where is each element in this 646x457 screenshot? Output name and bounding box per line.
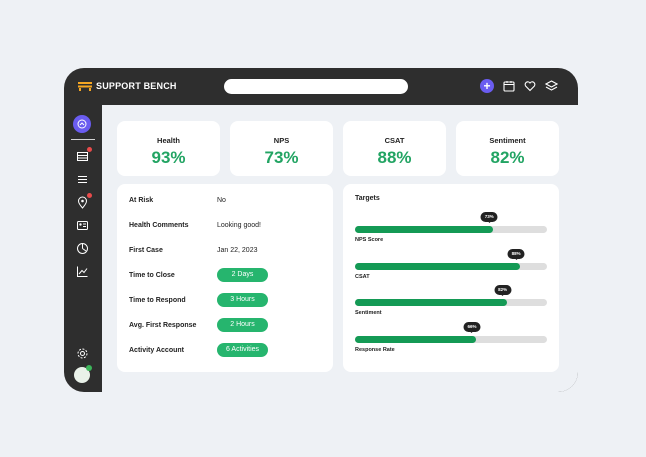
metric-value: 88% <box>377 148 412 167</box>
targets-title: Targets <box>355 195 380 202</box>
dashboard-icon[interactable] <box>76 242 90 256</box>
detail-key: Activity Account <box>129 346 184 354</box>
detail-key: Health Comments <box>129 221 189 229</box>
detail-key: At Risk <box>129 196 154 204</box>
metric-label: Health <box>157 136 180 145</box>
metric-value: 93% <box>151 148 186 167</box>
detail-key: First Case <box>129 246 163 254</box>
nps-score-label: NPS Score <box>355 237 384 243</box>
detail-row-time-to-respond: Time to Respond 3 Hours <box>129 293 329 307</box>
metric-value: 82% <box>490 148 525 167</box>
avatar[interactable] <box>74 367 90 383</box>
detail-key: Time to Close <box>129 271 175 279</box>
sidebar-divider <box>71 139 95 140</box>
heart-icon[interactable] <box>524 80 536 92</box>
detail-value: Looking good! <box>217 221 261 229</box>
list-icon[interactable] <box>76 173 90 187</box>
main-content: Health 93% NPS 73% CSAT 88% Sentiment 82… <box>102 105 578 392</box>
status-badge: 2 Hours <box>217 318 268 332</box>
sentiment-label: Sentiment <box>355 310 382 316</box>
nps-score-tooltip: 73% <box>480 212 498 223</box>
notification-badge <box>87 147 92 152</box>
nps-score-bar <box>355 226 547 233</box>
top-bar: SUPPORT BENCH + <box>64 68 578 105</box>
csat-bar-fill <box>355 263 521 270</box>
sentiment-tooltip: 82% <box>494 285 512 296</box>
sidebar <box>64 105 102 392</box>
metric-card-health: Health 93% <box>117 121 220 176</box>
metric-card-nps: NPS 73% <box>230 121 333 176</box>
detail-key: Avg. First Response <box>129 321 197 329</box>
calendar-icon[interactable] <box>503 80 515 92</box>
status-badge[interactable]: 6 Activities <box>217 343 268 357</box>
csat-tooltip: 88% <box>507 249 525 260</box>
metric-card-sentiment: Sentiment 82% <box>456 121 559 176</box>
app-window: SUPPORT BENCH + <box>64 68 578 392</box>
inbox-icon[interactable] <box>76 147 92 164</box>
detail-row-at-risk: At Risk No <box>129 194 329 206</box>
detail-value: No <box>217 196 226 204</box>
nps-score-bar-fill <box>355 226 494 233</box>
online-status-icon <box>86 365 92 371</box>
response-rate-label: Response Rate <box>355 347 395 353</box>
detail-row-avg-first-response: Avg. First Response 2 Hours <box>129 318 329 332</box>
metric-card-csat: CSAT 88% <box>343 121 446 176</box>
targets-card: Targets 73% NPS Score 88% CSAT 82% Senti… <box>343 184 559 372</box>
metric-label: Sentiment <box>489 136 526 145</box>
status-badge: 3 Hours <box>217 293 268 307</box>
detail-row-time-to-close: Time to Close 2 Days <box>129 268 329 282</box>
csat-label: CSAT <box>355 274 370 280</box>
response-rate-tooltip: 66% <box>463 322 481 333</box>
contact-card-icon[interactable] <box>76 219 90 233</box>
brand-logo[interactable]: SUPPORT BENCH <box>78 81 177 91</box>
status-badge: 2 Days <box>217 268 268 282</box>
detail-key: Time to Respond <box>129 296 186 304</box>
detail-row-activity-account: Activity Account 6 Activities <box>129 343 329 357</box>
gear-icon[interactable] <box>76 347 90 361</box>
layers-icon[interactable] <box>545 80 558 92</box>
bench-logo-icon <box>78 81 92 91</box>
plus-icon[interactable]: + <box>480 79 494 93</box>
home-icon[interactable] <box>73 115 91 133</box>
metric-value: 73% <box>264 148 299 167</box>
header-actions: + <box>480 79 558 93</box>
detail-row-health-comments: Health Comments Looking good! <box>129 219 329 231</box>
metric-label: NPS <box>273 136 290 145</box>
brand-name: SUPPORT BENCH <box>96 81 177 91</box>
response-rate-bar <box>355 336 547 343</box>
location-icon[interactable] <box>76 193 92 210</box>
account-details-card: At Risk No Health Comments Looking good!… <box>117 184 333 372</box>
search-input[interactable] <box>224 79 408 94</box>
metric-label: CSAT <box>384 136 405 145</box>
sentiment-bar-fill <box>355 299 507 306</box>
chart-icon[interactable] <box>76 265 90 279</box>
notification-badge <box>87 193 92 198</box>
detail-value: Jan 22, 2023 <box>217 246 258 254</box>
csat-bar <box>355 263 547 270</box>
sentiment-bar <box>355 299 547 306</box>
response-rate-bar-fill <box>355 336 476 343</box>
detail-row-first-case: First Case Jan 22, 2023 <box>129 244 329 256</box>
